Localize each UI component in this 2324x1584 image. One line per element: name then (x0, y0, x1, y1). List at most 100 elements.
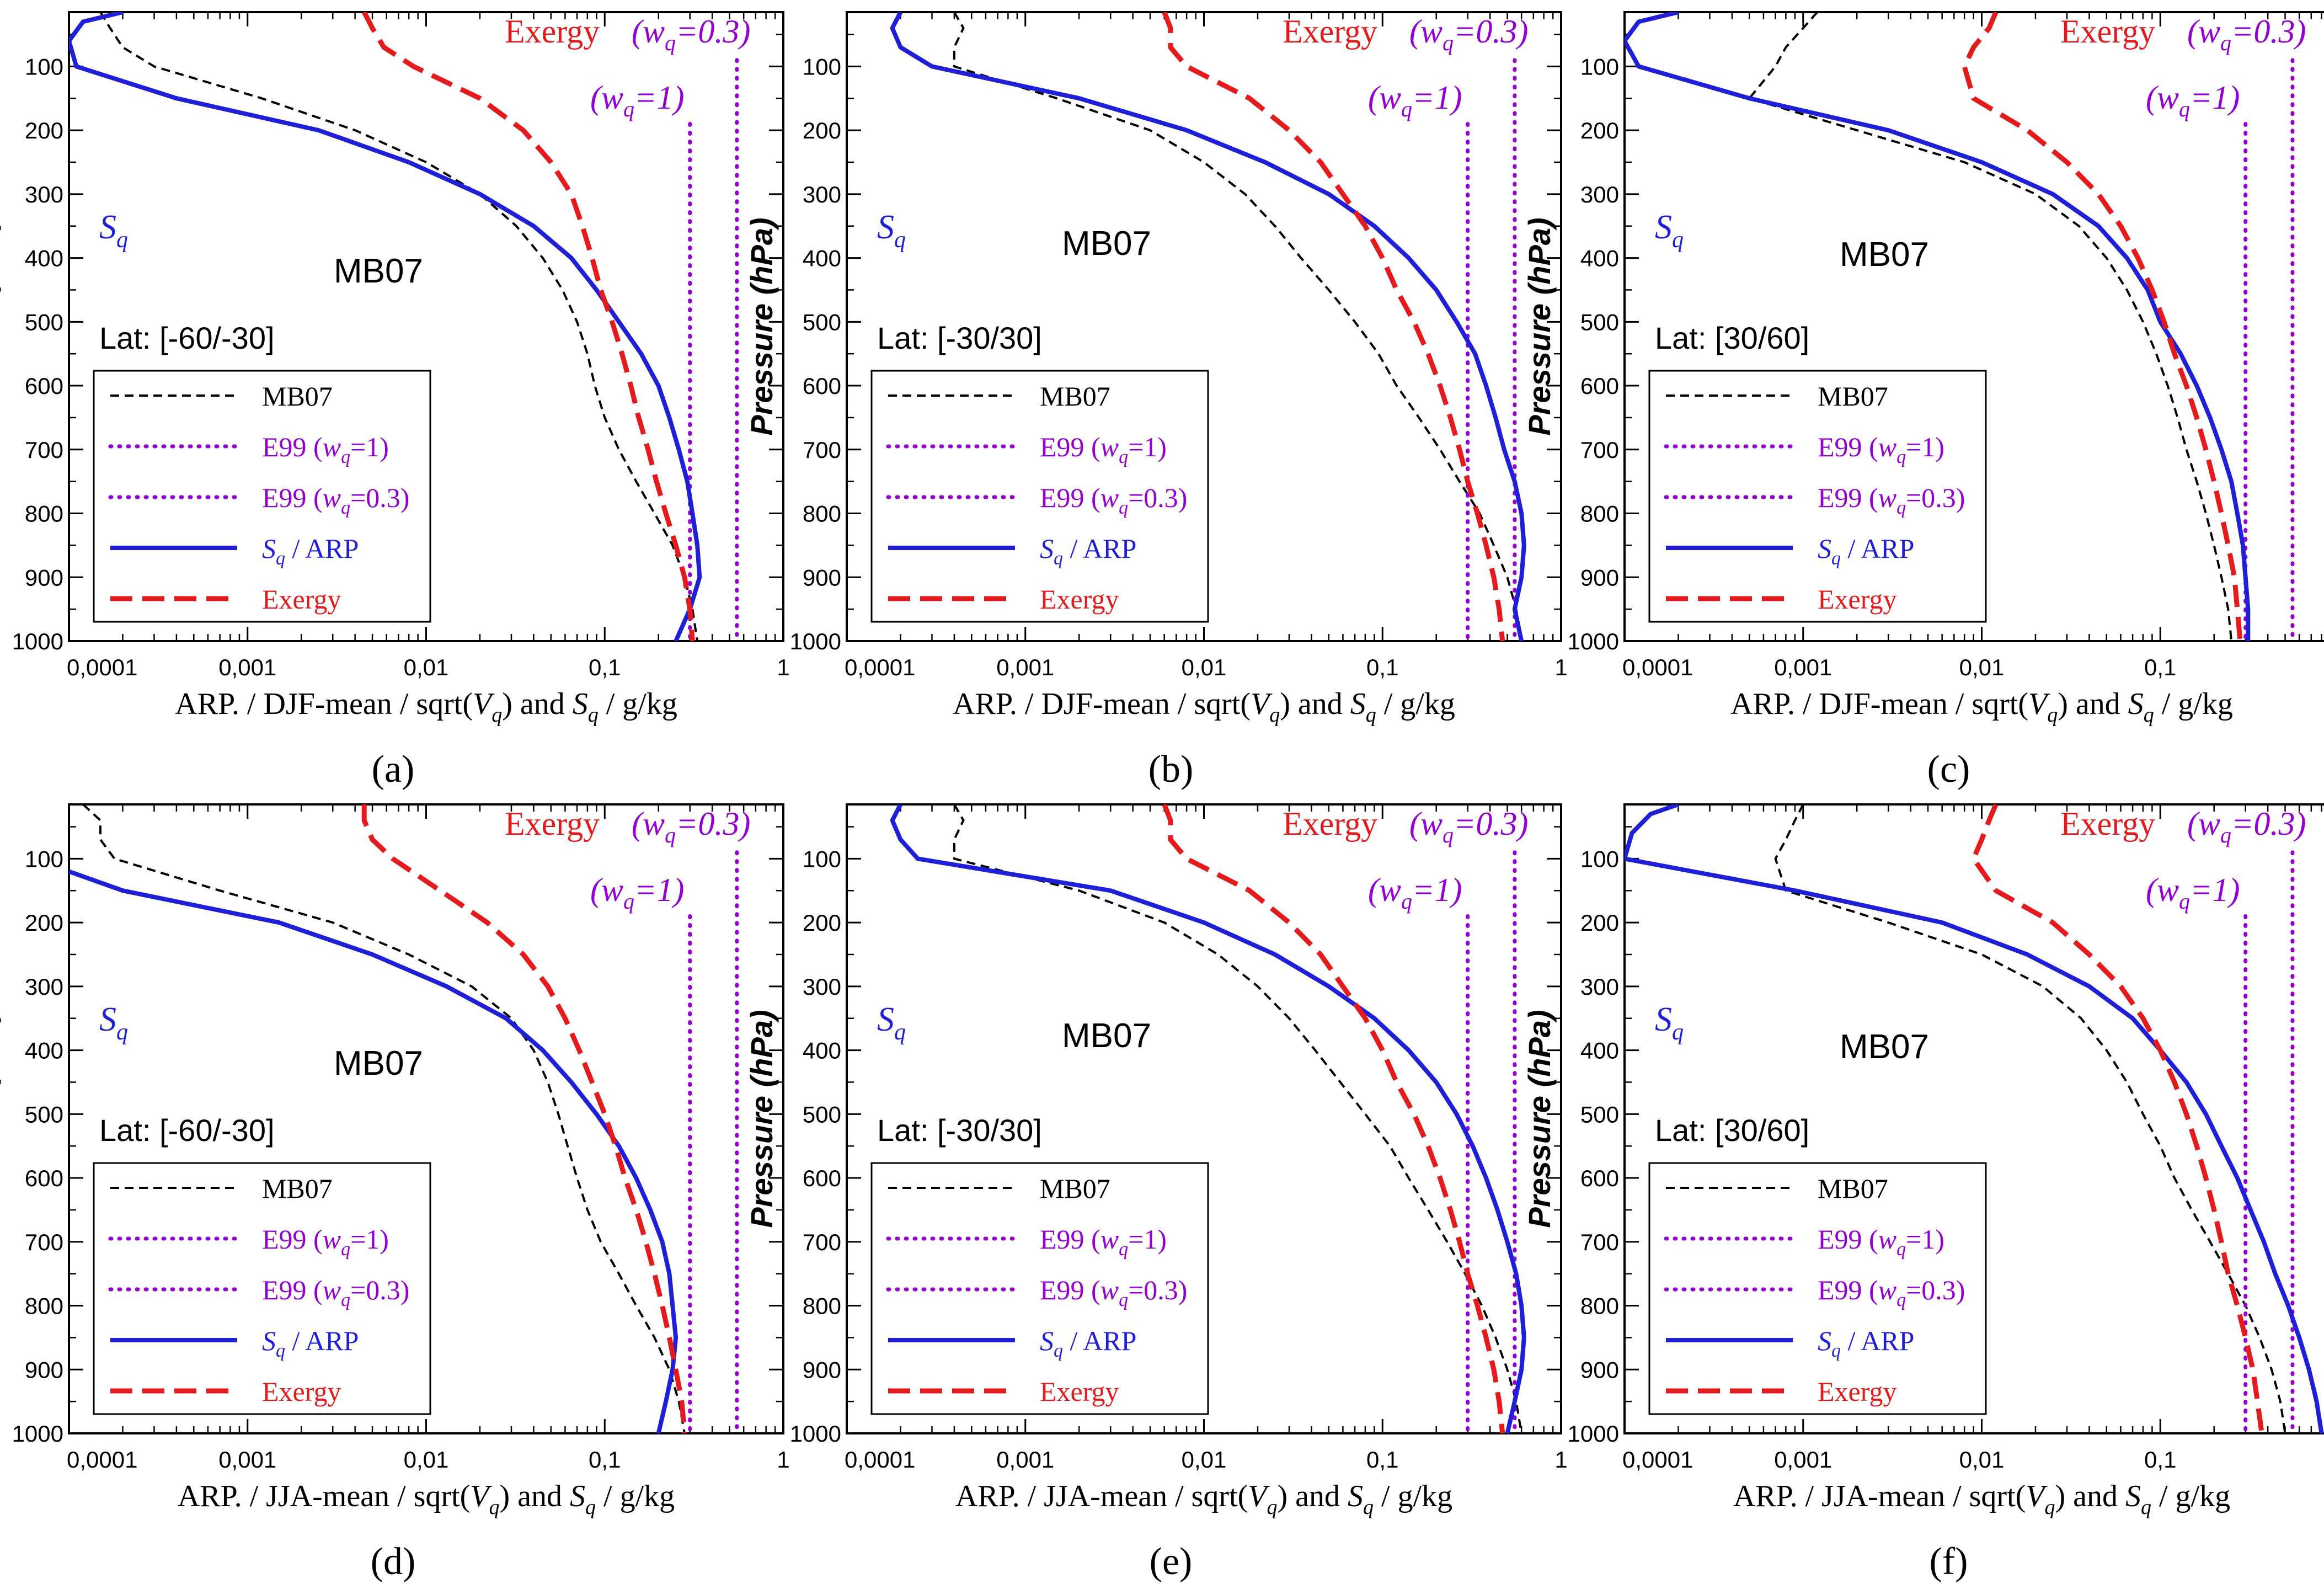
annotation-sq: Sq (99, 209, 128, 253)
legend-text: w (1100, 482, 1119, 513)
legend-text: Exergy (1818, 1376, 1896, 1407)
legend-text: / ARP (1063, 533, 1136, 564)
chart-panel-b: 0,0001 0,001 0,01 0,1 1 100 200 300 400 500 600 700… (744, 11, 1568, 791)
legend-text: =1) (350, 1224, 389, 1255)
y-tick-label: 1000 (790, 628, 841, 654)
y-tick-label: 100 (803, 54, 841, 79)
y-tick-label: 1000 (12, 1421, 63, 1447)
annotation-part: (w (1409, 13, 1443, 50)
legend-box (93, 370, 431, 623)
legend-subscript: q (1896, 1290, 1906, 1310)
legend-text: =1) (1128, 1224, 1167, 1255)
x-axis-label-part: / g/kg (2151, 1479, 2230, 1513)
y-tick-label: 300 (803, 182, 841, 207)
x-axis-label-symbol: V (1251, 687, 1273, 721)
annotation-subscript: q (894, 1020, 906, 1045)
y-tick-label: 700 (803, 1229, 841, 1255)
series-group (1625, 804, 2324, 1433)
panel-title: MB07 (1062, 1017, 1151, 1055)
annotation-part: (w (2146, 79, 2179, 116)
y-tick-label: 800 (25, 501, 63, 527)
x-axis-label: ARP. / JJA-mean / sqrt(Vq) and Sq / g/kg (178, 1479, 675, 1519)
annotation-part: (w (2187, 13, 2220, 50)
y-tick-label: 100 (25, 54, 63, 79)
x-axis-label-subscript: q (489, 1496, 500, 1519)
legend-box (93, 1162, 431, 1415)
series-line-mb07 (1748, 12, 2233, 641)
lat-label: Lat: [30/60] (1655, 321, 1809, 355)
x-axis-label: ARP. / JJA-mean / sqrt(Vq) and Sq / g/kg (1733, 1479, 2230, 1519)
annotation-part: (w (1368, 872, 1401, 908)
annotation-part: S (1655, 1001, 1672, 1038)
y-axis-label-part: Pressure ( (744, 281, 779, 435)
y-tick-label: 200 (25, 118, 63, 143)
annotation-subscript: q (116, 227, 128, 253)
annotation-part: =1) (1412, 872, 1462, 908)
panel-title: MB07 (1062, 225, 1151, 263)
y-axis-label: Pressure (hPa) (0, 1010, 1, 1228)
y-axis-label-part: ) (744, 217, 779, 231)
x-tick-label: 0,01 (1959, 1447, 2005, 1473)
annotation-exergy: Exergy (505, 806, 600, 842)
legend-subscript: q (1896, 447, 1906, 467)
annotation-wq-03: (wq=0.3) (1409, 806, 1528, 847)
y-tick-label: 600 (25, 373, 63, 399)
legend-entry: MB07 (1818, 1173, 1888, 1204)
legend-subscript: q (1896, 1239, 1906, 1260)
y-axis-label-unit: hPa (744, 228, 779, 285)
x-axis-label-part: ARP. / DJF-mean / sqrt( (175, 687, 473, 721)
y-tick-label: 400 (25, 246, 63, 271)
annotation-subscript: q (1672, 227, 1684, 253)
y-tick-label: 500 (1580, 1101, 1619, 1127)
x-tick-label: 0,1 (589, 654, 621, 680)
annotation-part: =1) (1412, 79, 1462, 116)
legend-text: S (1040, 1325, 1054, 1356)
annotation-exergy: Exergy (2060, 806, 2155, 842)
y-tick-label: 600 (1580, 373, 1619, 399)
legend-subscript: q (341, 1290, 350, 1310)
annotation-subscript: q (1401, 889, 1412, 914)
x-tick-label: 0,001 (1774, 1447, 1832, 1473)
y-axis-label: Pressure (hPa) (1522, 1010, 1557, 1228)
x-axis-label-part: / g/kg (1376, 687, 1455, 721)
chart-panel-d: 0,0001 0,001 0,01 0,1 1 100 200 300 400 500 600 700… (0, 803, 790, 1583)
chart-panel-a: 0,0001 0,001 0,01 0,1 1 100 200 300 400 500 600 700… (0, 11, 790, 791)
x-axis-label-symbol: V (473, 687, 495, 721)
y-tick-label: 900 (1580, 1357, 1619, 1383)
annotation-part: S (99, 1001, 116, 1038)
legend-text: MB07 (1818, 1173, 1888, 1204)
legend-entry: Sq / ARPS / ARP (1818, 1325, 1914, 1361)
x-tick-label: 0,001 (218, 654, 276, 680)
x-axis-label-symbol: V (470, 1479, 492, 1513)
legend-entry: E99 (wq=1)E99 (w=1) (1818, 431, 1944, 467)
x-tick-label: 0,001 (996, 1447, 1054, 1473)
legend-text: =0.3) (1128, 1274, 1187, 1305)
series-line-s-arp (1625, 804, 2324, 1433)
chart-panel-c: 0,0001 0,001 0,01 0,1 1 100 200 300 400 500 600 700… (1522, 11, 2324, 791)
x-axis-label-subscript: q (588, 703, 599, 727)
legend-text: / ARP (1841, 1325, 1914, 1356)
y-tick-label: 400 (803, 246, 841, 271)
annotation-subscript: q (665, 823, 676, 847)
series-line-mb07 (953, 12, 1523, 641)
legend-entry: E99 (wq=1)E99 (w=1) (262, 431, 389, 467)
y-tick-label: 300 (25, 182, 63, 207)
annotation-subscript: q (2220, 823, 2231, 847)
x-axis-label-subscript: q (2144, 703, 2154, 727)
annotation-part: S (99, 209, 116, 246)
y-tick-label: 200 (803, 910, 841, 936)
x-tick-label: 0,0001 (845, 1447, 915, 1473)
legend-entry: E99 (wq=0.3)E99 (w=0.3) (1040, 1274, 1187, 1310)
annotation-subscript: q (2179, 889, 2190, 914)
legend-text: S (1818, 1325, 1831, 1356)
annotation-wq-1: (wq=1) (590, 872, 684, 914)
x-axis-label-symbol: V (1248, 1479, 1270, 1513)
annotation-part: =1) (634, 79, 684, 116)
y-tick-label: 100 (1580, 846, 1619, 872)
annotation-sq: Sq (1655, 1001, 1684, 1045)
legend-text: E99 ( (1040, 1274, 1100, 1305)
legend-entry: E99 (wq=0.3)E99 (w=0.3) (1040, 482, 1187, 518)
y-tick-label: 800 (803, 1293, 841, 1319)
series-line-exergy (1162, 12, 1505, 641)
panel-title: MB07 (334, 1044, 423, 1082)
